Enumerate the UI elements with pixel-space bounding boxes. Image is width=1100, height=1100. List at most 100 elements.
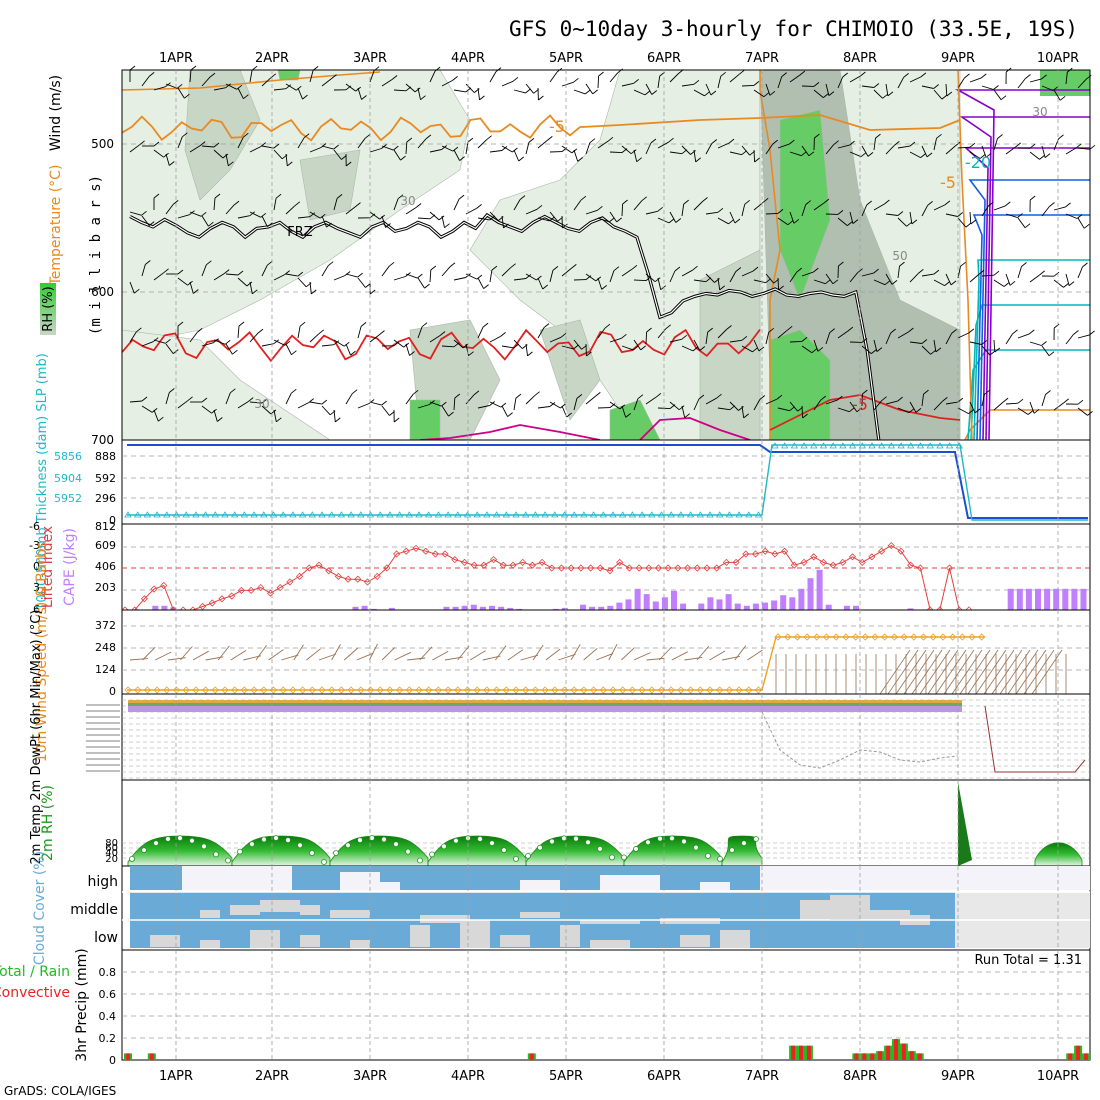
temp-contour-magenta — [639, 417, 751, 441]
li-marker — [742, 550, 750, 558]
wind-barb — [993, 339, 996, 353]
cape-bar — [507, 607, 514, 610]
wind-barb-flag — [158, 416, 164, 422]
thickness-marker — [706, 511, 714, 518]
wind-barb-flag — [1039, 155, 1045, 160]
thickness-marker — [771, 442, 779, 449]
wind-barb-flag — [1027, 410, 1034, 415]
wind-barb-flag — [601, 285, 607, 290]
precip-bars — [122, 971, 1090, 1060]
wind-barb — [477, 405, 490, 409]
wind-speed-marker — [725, 686, 733, 694]
wind-barb — [213, 149, 224, 159]
wind-speed-marker — [473, 686, 481, 694]
rh-2m-marker — [561, 835, 567, 842]
wind-speed-marker — [813, 633, 821, 641]
wind-speed-marker — [531, 686, 539, 694]
wind-barb-flag — [651, 90, 658, 95]
bottom-tick-7APR: 7APR — [745, 1069, 779, 1084]
cape-bar — [634, 588, 641, 610]
li-marker — [703, 564, 711, 572]
wind-barb-flag — [911, 219, 918, 225]
wind-barb-flag — [933, 84, 939, 89]
precip-bar-convective — [149, 1053, 154, 1060]
wind-barb — [180, 646, 193, 661]
thickness-marker — [405, 511, 414, 518]
li-marker — [800, 558, 808, 566]
wind-barb-flag — [176, 83, 183, 89]
rh-2m-marker — [309, 850, 315, 856]
thickness-marker — [790, 442, 799, 449]
rh-2m-marker — [297, 842, 303, 849]
wind-barb-flag — [213, 142, 220, 148]
wind-barb — [999, 649, 1031, 695]
wind-barb — [669, 73, 679, 83]
wind-barb-flag — [424, 283, 430, 289]
wind-barb-flag — [882, 93, 888, 99]
wind-barb-flag — [674, 266, 681, 272]
wind-barb — [189, 211, 202, 217]
wind-barb — [897, 331, 909, 339]
wind-barb — [837, 144, 850, 149]
wind-barb — [1029, 401, 1035, 414]
li-marker — [325, 567, 333, 575]
wind-barb — [357, 403, 370, 409]
precip-tick-labels: 0.8 0.6 0.4 0.2 0 — [99, 966, 117, 1067]
cape-bar — [1035, 588, 1041, 610]
wind-barb — [969, 401, 976, 414]
wind-barb-flag — [232, 349, 238, 355]
wind-barb — [129, 144, 140, 153]
wind-speed-marker — [269, 686, 278, 694]
wind-barb — [885, 273, 893, 285]
wind-barb-flag — [636, 157, 642, 163]
wind-barb — [909, 401, 917, 413]
wind-barb-flag — [813, 82, 820, 87]
wind-barb — [813, 89, 824, 98]
wind-barb — [477, 87, 480, 100]
wind-speed-line-and-barbs — [122, 625, 1090, 695]
thickness-marker — [424, 511, 433, 518]
cape-bar — [789, 597, 796, 610]
wind-barb — [633, 398, 639, 411]
cape-bar — [643, 594, 650, 610]
wind-barb-flag — [528, 138, 535, 143]
wind-barb-flag — [832, 279, 839, 285]
li-marker — [373, 572, 381, 580]
wind-barb — [681, 405, 686, 418]
thickness-marker — [298, 511, 307, 518]
wind-barb — [765, 398, 778, 405]
wind-barb — [717, 277, 721, 290]
wind-barb-flag — [421, 322, 428, 328]
wind-barb-flag — [1003, 282, 1010, 287]
wind-barb — [357, 87, 362, 100]
wind-barb — [381, 647, 396, 661]
wind-barb — [489, 401, 502, 408]
thickness-marker — [868, 442, 876, 449]
wind-barb — [525, 208, 538, 215]
wind-barb-flag — [957, 212, 963, 217]
wind-barb — [201, 145, 215, 148]
wind-barb — [513, 89, 526, 94]
wind-barb — [177, 214, 190, 219]
wind-barb — [765, 83, 771, 96]
wind-barb — [801, 204, 807, 217]
wind-tick-labels: 372 248 124 0 — [95, 619, 116, 698]
wind-barb — [777, 143, 790, 149]
wind-speed-marker — [221, 686, 229, 694]
rh-shade-region — [1040, 70, 1090, 96]
wind-barb — [249, 70, 253, 83]
wind-barb — [249, 146, 261, 153]
wind-barb-flag — [510, 263, 516, 269]
wind-barb-flag — [657, 206, 663, 212]
rh-2m-marker — [597, 846, 603, 852]
wind-barb-flag — [777, 209, 784, 214]
slp-thickness-tick-labels: 5856 5904 5952 888 592 296 0 — [54, 450, 116, 527]
top-tick-4APR: 4APR — [451, 51, 485, 66]
wind-barb-flag — [908, 327, 914, 333]
li-marker — [208, 599, 216, 607]
wind-barb — [225, 343, 233, 355]
wind-barb — [693, 279, 706, 283]
wind-barb — [501, 267, 511, 277]
wind-barb — [897, 217, 907, 227]
contour-labels: -5 -5 -5 -20 FRZ 30 30 50 30 — [254, 105, 1047, 414]
